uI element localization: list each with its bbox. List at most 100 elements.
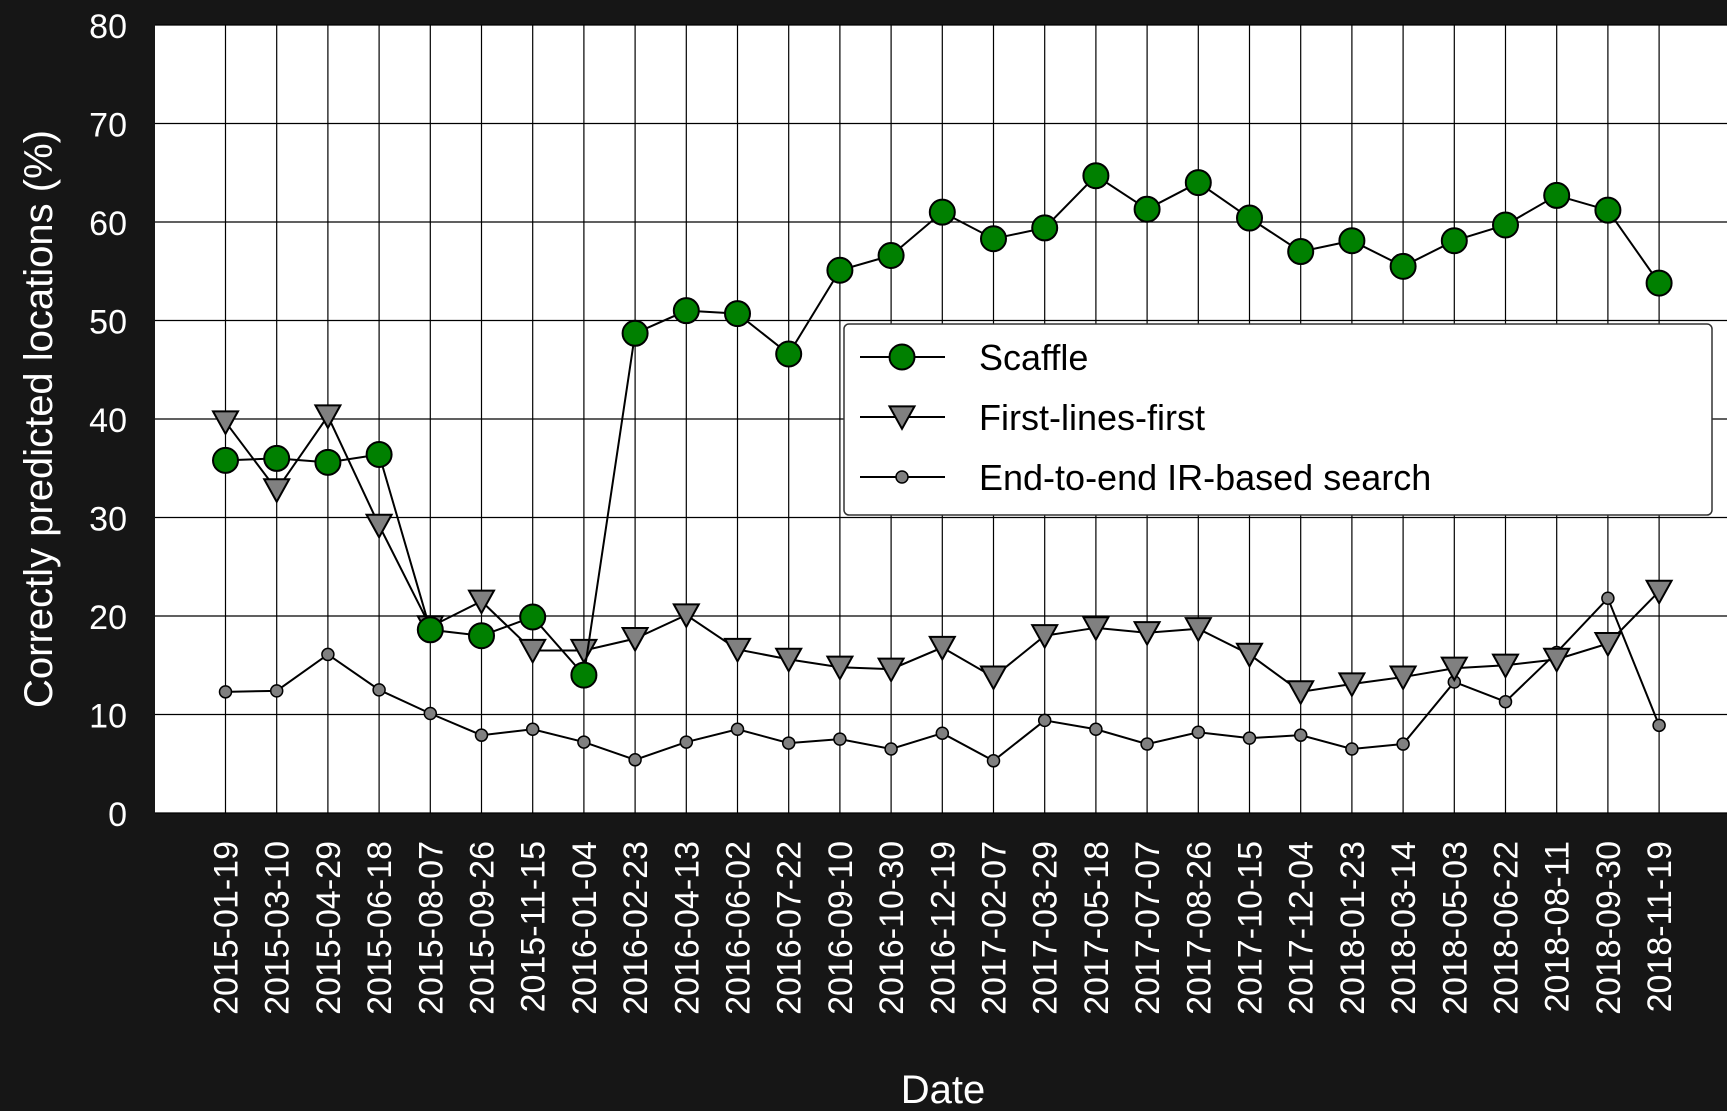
data-point xyxy=(1287,238,1315,266)
x-tick-label: 2016-10-30 xyxy=(873,841,911,1015)
data-point xyxy=(775,340,803,368)
x-tick-label: 2015-08-07 xyxy=(412,841,450,1015)
data-point xyxy=(474,728,489,742)
data-point xyxy=(269,684,284,698)
y-tick-label: 0 xyxy=(108,796,127,834)
data-point xyxy=(1293,728,1308,742)
y-tick-label: 60 xyxy=(89,205,127,243)
y-tick-label: 10 xyxy=(89,698,127,736)
data-point xyxy=(1338,227,1366,255)
x-tick-label: 2016-09-10 xyxy=(822,841,860,1015)
data-point xyxy=(730,722,745,737)
x-tick-label: 2016-04-13 xyxy=(668,841,706,1015)
x-tick-label: 2018-11-19 xyxy=(1641,841,1679,1012)
data-point xyxy=(518,638,547,665)
x-tick-label: 2015-01-19 xyxy=(208,841,246,1015)
data-point xyxy=(679,735,694,749)
data-point xyxy=(979,665,1008,692)
data-point xyxy=(569,638,599,665)
data-point xyxy=(1031,214,1059,242)
data-point xyxy=(877,241,905,269)
x-tick-label: 2018-06-22 xyxy=(1488,841,1526,1015)
x-tick-label: 2015-04-29 xyxy=(310,841,348,1015)
data-point xyxy=(1037,713,1052,728)
y-tick-label: 50 xyxy=(89,304,127,342)
y-tick-label: 30 xyxy=(89,501,127,539)
data-point xyxy=(1082,162,1110,190)
x-tick-label: 2018-09-30 xyxy=(1590,841,1628,1015)
series-0 xyxy=(212,162,1673,689)
data-point xyxy=(833,732,847,746)
data-point xyxy=(825,655,855,682)
data-point xyxy=(1184,169,1212,197)
data-point xyxy=(620,627,650,653)
y-tick-label: 40 xyxy=(89,402,127,440)
data-point xyxy=(1286,680,1315,706)
x-axis-ticks: 2015-01-19 2015-03-10 2015-04-29 2015-06-18… xyxy=(208,841,1680,1015)
data-point xyxy=(314,448,342,476)
data-point xyxy=(1645,269,1673,297)
y-tick-label: 70 xyxy=(89,107,127,145)
x-tick-label: 2016-12-19 xyxy=(924,841,962,1015)
data-point xyxy=(1345,742,1359,756)
data-point xyxy=(372,683,386,697)
legend-box xyxy=(843,323,1713,516)
x-axis-title: Date xyxy=(901,1068,986,1111)
data-point xyxy=(416,616,444,644)
legend: Scaffle First-lines-first End-to-end IR-ba… xyxy=(843,323,1713,516)
x-tick-label: 2018-05-03 xyxy=(1436,841,1474,1015)
x-tick-label: 2017-07-07 xyxy=(1129,841,1167,1015)
data-point xyxy=(1593,631,1623,658)
data-point xyxy=(935,726,950,740)
data-point xyxy=(1191,725,1206,739)
x-tick-label: 2016-02-23 xyxy=(617,841,655,1015)
data-point xyxy=(1396,737,1410,751)
legend-marker xyxy=(895,470,909,484)
x-tick-label: 2015-09-26 xyxy=(464,841,502,1015)
data-point xyxy=(519,603,547,631)
data-point xyxy=(928,198,956,226)
data-point xyxy=(467,589,496,616)
data-point xyxy=(672,297,700,325)
data-point xyxy=(628,753,642,767)
data-point xyxy=(1543,181,1571,209)
data-point xyxy=(1388,665,1418,692)
data-point xyxy=(826,256,854,284)
data-point xyxy=(1089,722,1103,737)
data-point xyxy=(218,685,233,699)
legend-marker xyxy=(888,343,916,371)
data-point xyxy=(364,513,394,540)
data-point xyxy=(1081,616,1111,642)
data-point xyxy=(1498,694,1513,709)
data-point xyxy=(1440,656,1469,683)
series-layer xyxy=(211,162,1674,768)
series-1 xyxy=(211,404,1674,706)
data-point xyxy=(1601,591,1615,606)
data-point xyxy=(211,410,240,436)
data-point xyxy=(774,647,803,674)
data-point xyxy=(1236,204,1263,232)
data-point xyxy=(1030,624,1059,650)
data-point xyxy=(876,657,906,684)
data-point xyxy=(212,446,239,474)
data-point xyxy=(365,440,393,468)
y-tick-label: 20 xyxy=(89,599,127,637)
data-point xyxy=(525,722,540,737)
data-point xyxy=(468,622,495,650)
x-tick-label: 2018-01-23 xyxy=(1334,841,1372,1015)
x-tick-label: 2015-11-15 xyxy=(515,841,553,1012)
data-point xyxy=(1492,211,1519,239)
data-point xyxy=(423,706,438,721)
legend-label: First-lines-first xyxy=(979,397,1205,438)
x-tick-label: 2017-10-15 xyxy=(1232,841,1270,1015)
data-point xyxy=(986,754,1001,768)
x-tick-label: 2017-12-04 xyxy=(1283,841,1321,1015)
data-point xyxy=(723,637,752,664)
x-tick-label: 2016-06-02 xyxy=(720,841,758,1015)
data-point xyxy=(321,647,335,662)
data-point xyxy=(621,319,649,347)
x-tick-label: 2015-06-18 xyxy=(361,841,399,1015)
data-point xyxy=(1594,196,1622,224)
data-point xyxy=(1440,227,1468,255)
y-axis-ticks: 0 10 20 30 40 50 60 70 80 xyxy=(89,8,127,834)
